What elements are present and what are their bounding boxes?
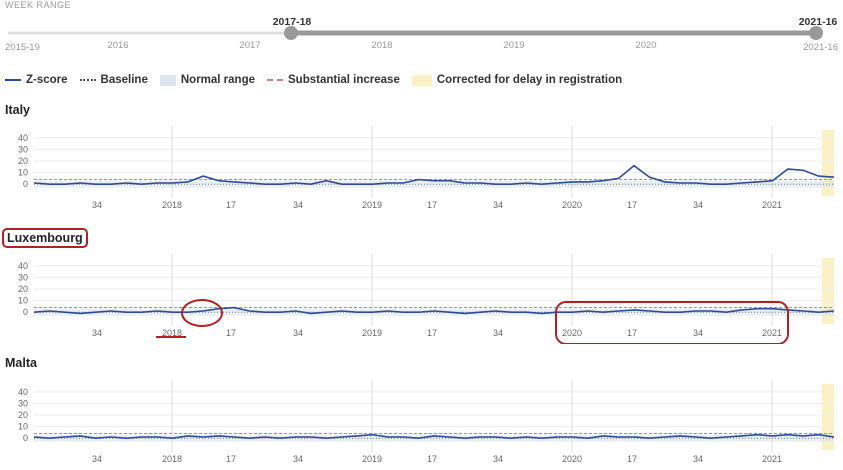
legend-substantial[interactable]: Substantial increase [267,74,400,86]
x-tick-label: 17 [226,454,236,464]
slider-max-label: 2021-16 [803,42,838,53]
series-line-zscore [33,433,835,440]
x-tick-label: 2021 [762,200,782,210]
x-tick-label: 2019 [362,454,382,464]
y-tick-label: 30 [18,272,28,282]
y-tick-label: 20 [18,284,28,294]
legend-corrected[interactable]: Corrected for delay in registration [411,74,623,86]
zscore-swatch [5,79,21,81]
x-tick-label: 2018 [162,328,182,338]
x-tick-label: 34 [493,328,503,338]
slider-year-tick: 2016 [107,40,128,51]
slider-year-tick: 2020 [635,40,656,51]
country-title-malta: Malta [5,356,37,370]
x-tick-label: 34 [293,328,303,338]
chart-legend: Z-score Baseline Normal range Substantia… [5,72,634,88]
legend-corrected-label: Corrected for delay in registration [436,74,623,86]
slider-start-value: 2017-18 [273,16,312,28]
y-tick-label: 20 [18,410,28,420]
legend-zscore[interactable]: Z-score [5,74,68,86]
y-tick-label: 0 [23,307,28,317]
y-tick-label: 20 [18,156,28,166]
annotation-box [555,301,789,344]
slider-start-handle[interactable] [284,26,298,40]
x-tick-label: 34 [493,454,503,464]
x-tick-label: 17 [226,328,236,338]
annotation-circle [181,299,223,327]
x-tick-label: 34 [693,328,703,338]
slider-year-tick: 2019 [503,40,524,51]
x-tick-label: 34 [293,200,303,210]
slider-end-value: 2021-16 [799,16,838,28]
x-tick-label: 17 [627,454,637,464]
series-line-zscore [33,306,835,315]
y-tick-label: 30 [18,398,28,408]
y-tick-label: 10 [18,422,28,432]
country-title-luxembourg: Luxembourg [2,228,88,248]
slider-year-tick: 2018 [371,40,392,51]
y-tick-label: 30 [18,144,28,154]
x-tick-label: 2020 [562,328,582,338]
x-tick-label: 2018 [162,200,182,210]
x-tick-label: 17 [427,454,437,464]
week-range-slider[interactable]: 2017-18 2021-16 2015-19 2021-16 2016 201… [0,12,843,56]
y-tick-label: 40 [18,261,28,271]
baseline-swatch [79,79,96,81]
y-tick-label: 10 [18,296,28,306]
week-range-label: WEEK RANGE [5,0,72,10]
x-tick-label: 17 [427,328,437,338]
legend-substantial-label: Substantial increase [288,74,400,86]
x-tick-label: 17 [627,200,637,210]
y-tick-label: 40 [18,387,28,397]
substantial-swatch [267,79,283,81]
legend-normal-range-label: Normal range [180,74,255,86]
x-tick-label: 2018 [162,454,182,464]
slider-end-handle[interactable] [809,26,823,40]
corrected-swatch [411,74,432,86]
x-tick-label: 34 [92,454,102,464]
x-tick-label: 34 [693,200,703,210]
y-tick-label: 0 [23,179,28,189]
normal-range-swatch [159,74,176,86]
y-tick-label: 40 [18,133,28,143]
x-tick-label: 2019 [362,328,382,338]
x-tick-label: 34 [92,328,102,338]
series-line-zscore [33,164,835,186]
x-tick-label: 34 [293,454,303,464]
x-tick-label: 2020 [562,200,582,210]
slider-year-tick: 2017 [239,40,260,51]
y-tick-label: 10 [18,168,28,178]
x-tick-label: 2021 [762,454,782,464]
slider-min-label: 2015-19 [5,42,40,53]
country-title-italy: Italy [5,103,31,117]
legend-zscore-label: Z-score [26,74,68,86]
y-tick-label: 0 [23,433,28,443]
x-tick-label: 34 [493,200,503,210]
x-tick-label: 34 [693,454,703,464]
x-tick-label: 2020 [562,454,582,464]
x-tick-label: 17 [427,200,437,210]
x-tick-label: 2019 [362,200,382,210]
x-tick-label: 17 [226,200,236,210]
x-tick-label: 17 [627,328,637,338]
x-tick-label: 2021 [762,328,782,338]
legend-baseline[interactable]: Baseline [79,74,148,86]
legend-normal-range[interactable]: Normal range [159,74,255,86]
x-tick-label: 34 [92,200,102,210]
legend-baseline-label: Baseline [100,74,148,86]
